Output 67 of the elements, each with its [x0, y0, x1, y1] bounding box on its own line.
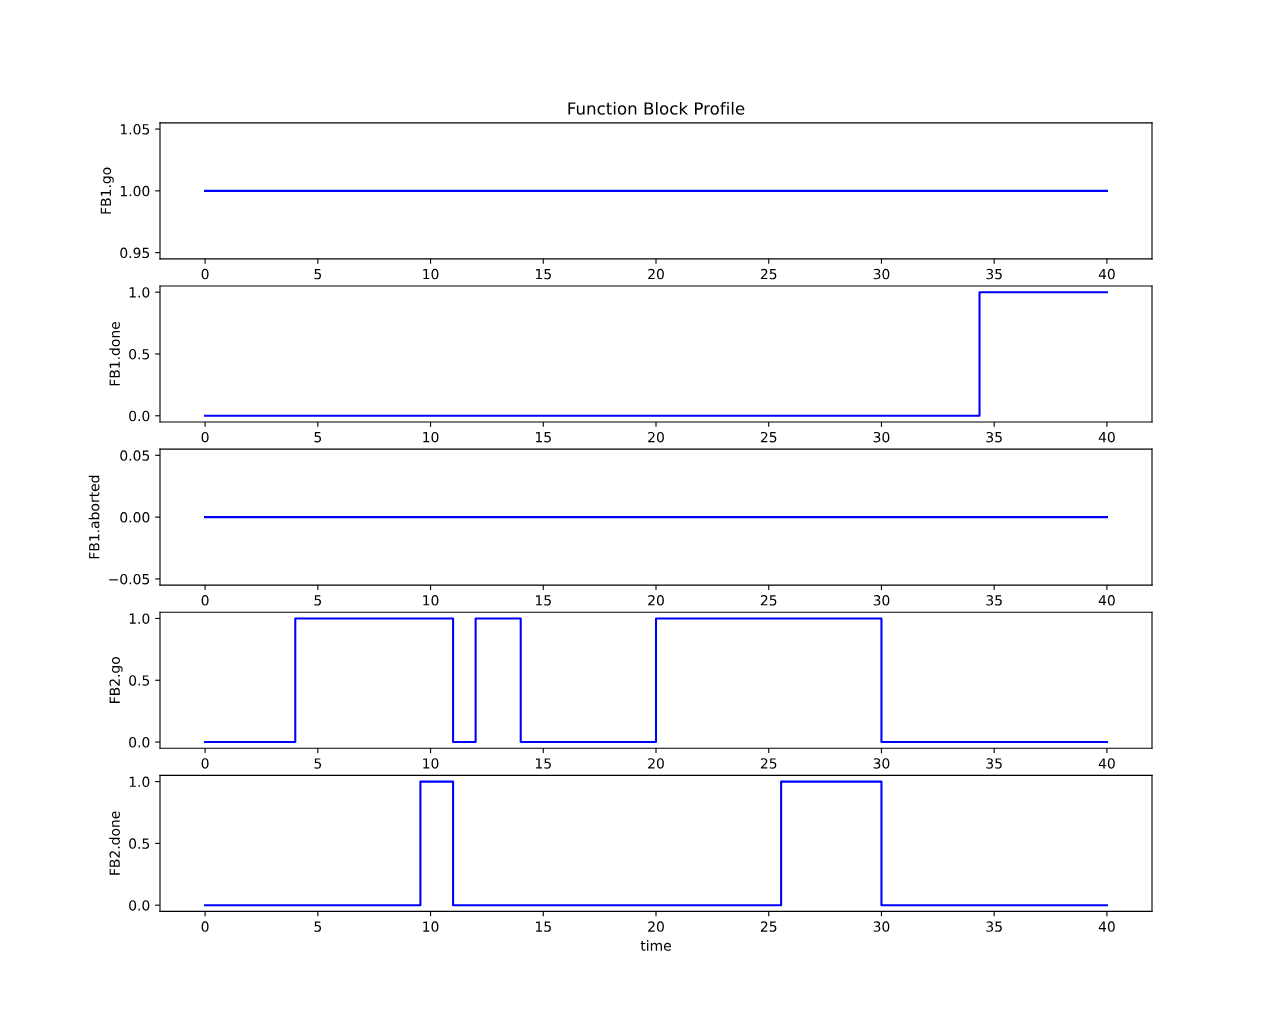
x-tick-label: 15: [535, 921, 551, 932]
x-tick-label: 30: [873, 921, 890, 932]
x-tick-label: 15: [535, 595, 551, 606]
x-tick-label: 35: [986, 921, 1002, 932]
x-tick-label: 25: [760, 431, 777, 443]
y-tick-label: −0.05: [109, 573, 150, 585]
x-tick-label: 10: [423, 268, 439, 280]
x-tick-label: 15: [535, 758, 551, 769]
y-axis-title: FB2.done: [109, 811, 120, 875]
x-tick-label: 40: [1098, 431, 1115, 443]
x-tick-label: 0: [201, 758, 209, 769]
y-tick-label: 0.0: [129, 410, 150, 422]
x-tick-label: 25: [760, 595, 777, 606]
x-tick-label: 30: [873, 268, 890, 280]
x-tick-label: 10: [423, 758, 439, 769]
x-tick-label: 35: [986, 758, 1002, 769]
x-tick-label: 20: [648, 431, 664, 443]
x-tick-label: 25: [760, 268, 777, 280]
x-tick-label: 0: [201, 268, 209, 280]
y-tick-label: 1.05: [120, 124, 150, 135]
y-tick-label: 1.0: [129, 776, 150, 788]
x-tick-label: 10: [423, 595, 439, 606]
y-tick-label: 0.5: [129, 348, 150, 360]
x-tick-label: 20: [648, 921, 664, 932]
x-tick-label: 15: [535, 432, 551, 443]
x-tick-label: 40: [1098, 595, 1115, 606]
y-tick-label: 0.05: [120, 450, 150, 461]
y-tick-label: 1.00: [120, 185, 150, 197]
x-tick-label: 5: [314, 268, 322, 280]
x-tick-label: 5: [314, 595, 322, 606]
y-tick-label: 0.5: [129, 675, 150, 686]
x-tick-label: 30: [873, 595, 890, 606]
y-tick-label: 1.0: [129, 613, 150, 624]
x-tick-label: 35: [986, 595, 1002, 606]
y-axis-title: FB1.aborted: [88, 475, 100, 559]
x-tick-label: 0: [201, 921, 209, 932]
x-tick-label: 5: [314, 758, 322, 769]
x-tick-label: 35: [986, 431, 1002, 443]
y-tick-label: 0.5: [129, 838, 150, 849]
y-axis-title: FB1.done: [109, 322, 120, 386]
y-axis-title: FB1.go: [100, 167, 114, 214]
x-tick-label: 30: [873, 431, 890, 443]
x-tick-label: 15: [535, 268, 551, 280]
y-tick-label: 0.95: [120, 247, 150, 259]
x-tick-label: 10: [423, 921, 439, 932]
x-tick-label: 20: [648, 758, 664, 769]
x-tick-label: 40: [1098, 758, 1115, 769]
x-tick-label: 10: [423, 431, 439, 443]
x-tick-label: 5: [314, 432, 322, 443]
x-tick-label: 40: [1098, 268, 1115, 280]
x-tick-label: 40: [1098, 921, 1115, 932]
x-tick-label: 20: [648, 268, 664, 280]
y-tick-label: 0.0: [129, 900, 150, 911]
x-tick-label: 30: [873, 758, 890, 769]
x-tick-label: 25: [760, 921, 777, 932]
y-tick-label: 0.0: [129, 737, 150, 748]
chart-title: Function Block Profile: [568, 101, 745, 115]
x-tick-label: 35: [986, 268, 1002, 280]
y-tick-label: 1.0: [129, 287, 150, 298]
y-tick-label: 0.00: [120, 512, 150, 523]
x-tick-label: 25: [760, 758, 777, 769]
x-tick-label: 0: [201, 595, 209, 606]
y-axis-title: FB2.go: [109, 656, 123, 703]
x-tick-label: 0: [201, 431, 209, 443]
x-tick-label: 20: [648, 595, 664, 606]
x-axis-title: time: [640, 940, 671, 951]
x-tick-label: 5: [314, 921, 322, 932]
